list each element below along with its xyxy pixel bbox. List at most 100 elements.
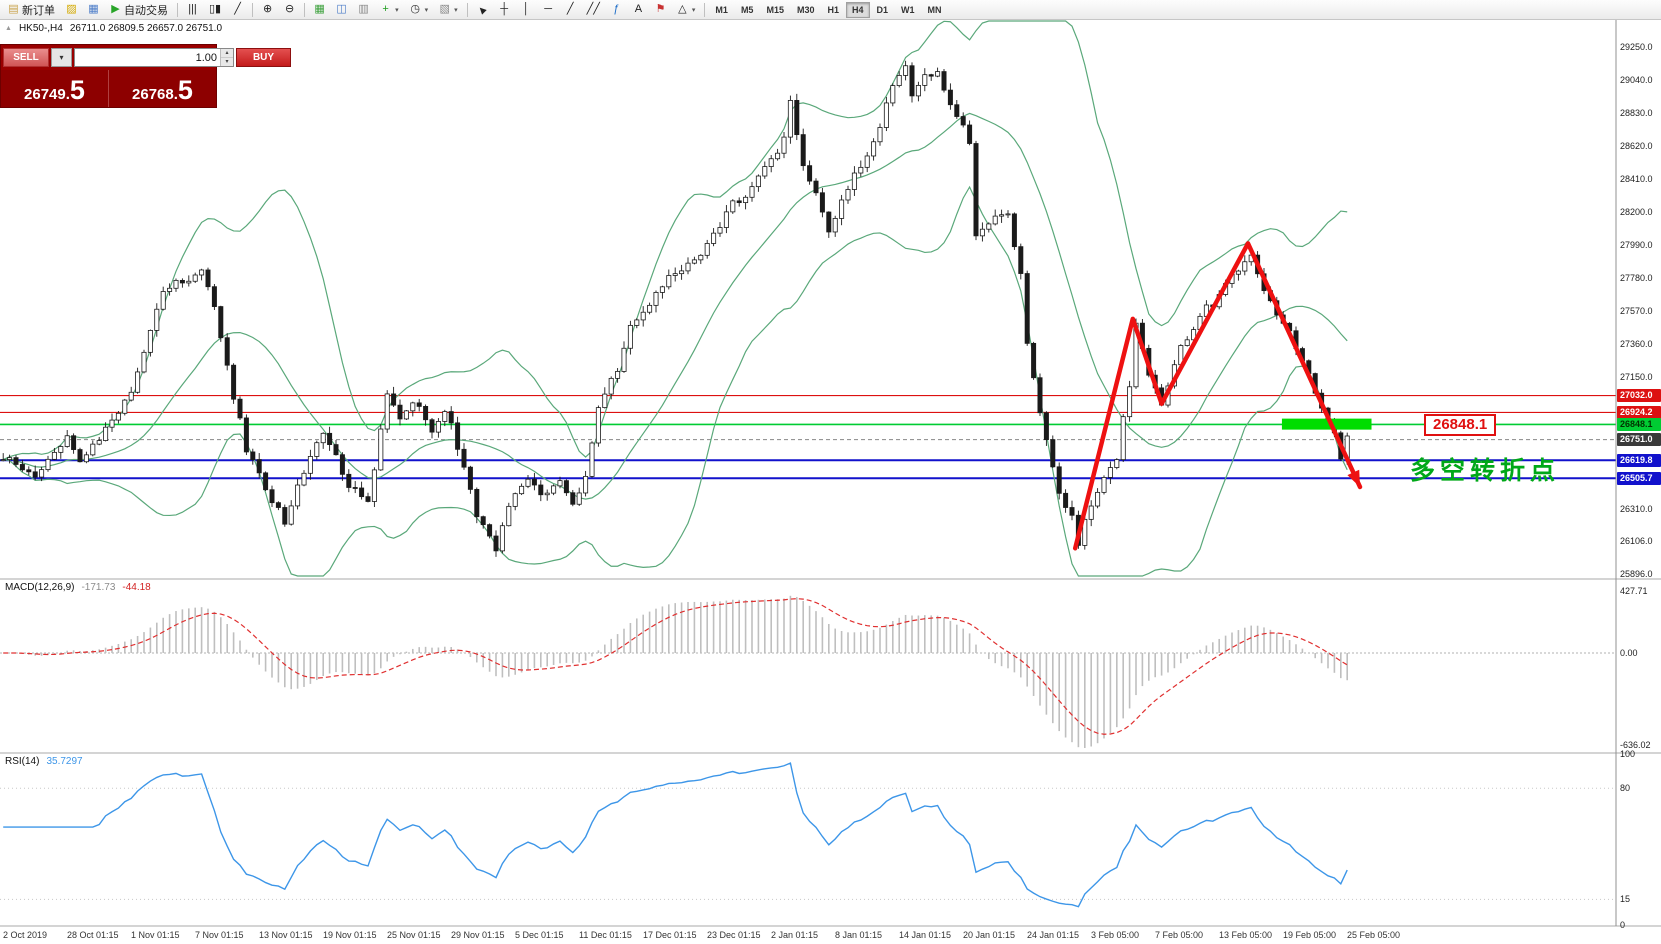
zoom-in-button[interactable]: ⊕	[257, 1, 278, 19]
tile-windows-button[interactable]: ▦	[309, 1, 330, 19]
chart-profile-button[interactable]: ▨	[61, 1, 82, 19]
timeframe-h4-button[interactable]: H4	[846, 1, 870, 18]
toolbar-separator	[177, 2, 178, 17]
sell-price-big-digit: 5	[69, 75, 85, 105]
macd-signal-value: -44.18	[122, 582, 151, 593]
turning-point-label: 多空转折点	[1410, 457, 1561, 485]
trendline-button[interactable]: ╱	[560, 1, 581, 19]
chart-profile-icon: ▨	[66, 3, 77, 15]
new-order-button[interactable]: ▤ 新订单	[3, 1, 60, 19]
periods-button[interactable]: ◷ ▾	[405, 1, 434, 19]
candlestick-chart-button[interactable]: ▯▮	[204, 1, 226, 19]
price-callout-label: 26848.1	[1424, 414, 1497, 436]
volume-input[interactable]	[75, 49, 220, 66]
toolbar-separator	[304, 2, 306, 17]
line-chart-button[interactable]: ╱	[227, 1, 248, 19]
templates-icon: ▧	[439, 3, 450, 15]
rsi-title: RSI(14)	[5, 756, 40, 767]
order-type-dropdown[interactable]: ▾	[51, 48, 72, 67]
sell-button[interactable]: SELL	[3, 48, 49, 67]
cascade-windows-icon: ◫	[336, 3, 347, 15]
shapes-icon: △	[678, 3, 687, 15]
toolbar-separator	[466, 2, 468, 17]
timeframe-m1-button[interactable]: M1	[709, 2, 734, 18]
symbol-period-label: HK50-,H4	[18, 23, 63, 34]
chevron-down-icon: ▾	[454, 6, 458, 14]
candlestick-chart-icon: ▯▮	[209, 3, 222, 15]
periods-icon: ◷	[410, 3, 420, 15]
vertical-line-button[interactable]: │	[516, 1, 537, 19]
vertical-line-icon: │	[522, 3, 530, 15]
main-toolbar: ▤ 新订单 ▨ ▦ ▶ 自动交易 ||| ▯▮ ╱ ⊕ ⊖ ▦ ◫ ▥ + ▾ ◷ ▾ ▧ ▾ ► ┼ │ ─ ╱ ╱╱ ƒ A ⚑ △ ▾…	[0, 0, 1661, 20]
timeframe-w1-button[interactable]: W1	[895, 2, 921, 18]
channel-button[interactable]: ╱╱	[582, 1, 605, 19]
crosshair-icon: ┼	[500, 3, 509, 15]
volume-decrease-button[interactable]: ▾	[221, 58, 233, 66]
sell-price-display[interactable]: 26749. 5	[1, 70, 108, 107]
chevron-down-icon: ▾	[691, 6, 696, 14]
autotrading-button-label: 自动交易	[124, 4, 168, 17]
buy-price-big-digit: 5	[177, 75, 193, 105]
chart-title: ▲ HK50-,H4 26711.0 26809.5 26657.0 26751…	[5, 23, 222, 34]
autotrading-icon: ▶	[111, 3, 120, 15]
order-controls-row: SELL ▾ ▴ ▾ BUY	[1, 45, 291, 70]
macd-indicator-header: MACD(12,26,9) -171.73 -44.18	[5, 582, 151, 593]
collapse-triangle-icon[interactable]: ▲	[5, 25, 12, 32]
arrows-button[interactable]: ⚑	[650, 1, 671, 19]
ohlc-bars-icon: |||	[188, 3, 197, 15]
trendline-icon: ╱	[566, 3, 574, 15]
timeframe-m15-button[interactable]: M15	[760, 2, 790, 18]
shapes-button[interactable]: △ ▾	[672, 1, 701, 19]
buy-price-display[interactable]: 26768. 5	[108, 70, 216, 107]
one-click-trading-panel: SELL ▾ ▴ ▾ BUY 26749. 5 26768. 5	[0, 44, 291, 108]
cursor-icon: ►	[473, 1, 490, 18]
line-chart-icon: ╱	[234, 3, 241, 15]
volume-input-wrap: ▴ ▾	[74, 48, 234, 67]
templates-button[interactable]: ▧ ▾	[434, 1, 463, 19]
channel-icon: ╱╱	[586, 3, 600, 15]
data-window-button[interactable]: ▦	[83, 1, 104, 19]
chevron-down-icon: ▾	[424, 6, 429, 14]
sell-price-main: 26749.	[24, 86, 70, 103]
timeframe-m5-button[interactable]: M5	[735, 2, 760, 18]
timeframe-m30-button[interactable]: M30	[791, 2, 821, 18]
zoom-out-icon: ⊖	[285, 3, 295, 15]
rsi-indicator-header: RSI(14) 35.7297	[5, 756, 83, 767]
volume-steppers: ▴ ▾	[220, 49, 233, 66]
horizontal-line-icon: ─	[544, 3, 553, 15]
chevron-down-icon: ▾	[59, 53, 64, 62]
ohlc-bars-button[interactable]: |||	[182, 1, 203, 19]
add-indicator-icon: +	[382, 3, 389, 15]
fibonacci-icon: ƒ	[613, 3, 620, 15]
crosshair-button[interactable]: ┼	[494, 1, 515, 19]
cursor-button[interactable]: ►	[472, 1, 493, 19]
order-prices-row: 26749. 5 26768. 5	[1, 70, 216, 107]
fibonacci-button[interactable]: ƒ	[606, 1, 627, 19]
buy-button[interactable]: BUY	[236, 48, 291, 67]
volume-increase-button[interactable]: ▴	[221, 49, 233, 58]
zoom-in-icon: ⊕	[263, 3, 273, 15]
tile-windows-icon: ▦	[314, 3, 325, 15]
timeframe-h1-button[interactable]: H1	[821, 2, 845, 18]
buy-price-main: 26768.	[132, 86, 178, 103]
toolbar-separator	[704, 2, 706, 17]
timeframe-d1-button[interactable]: D1	[871, 2, 895, 18]
autotrading-button[interactable]: ▶ 自动交易	[105, 1, 173, 19]
horizontal-line-button[interactable]: ─	[538, 1, 559, 19]
data-window-icon: ▦	[88, 3, 99, 15]
timeframe-mn-button[interactable]: MN	[922, 2, 948, 18]
zoom-out-button[interactable]: ⊖	[279, 1, 300, 19]
rsi-value: 35.7297	[46, 756, 83, 767]
arrows-icon: ⚑	[655, 3, 666, 15]
chevron-down-icon: ▾	[395, 6, 399, 14]
arrange-windows-button[interactable]: ▥	[353, 1, 374, 19]
ohlc-values: 26711.0 26809.5 26657.0 26751.0	[69, 23, 223, 34]
macd-main-value: -171.73	[81, 582, 116, 593]
text-icon: A	[634, 3, 643, 15]
macd-title: MACD(12,26,9)	[5, 582, 75, 593]
cascade-windows-button[interactable]: ◫	[331, 1, 352, 19]
toolbar-separator	[252, 2, 254, 17]
text-button[interactable]: A	[628, 1, 649, 19]
add-indicator-button[interactable]: + ▾	[375, 1, 404, 19]
